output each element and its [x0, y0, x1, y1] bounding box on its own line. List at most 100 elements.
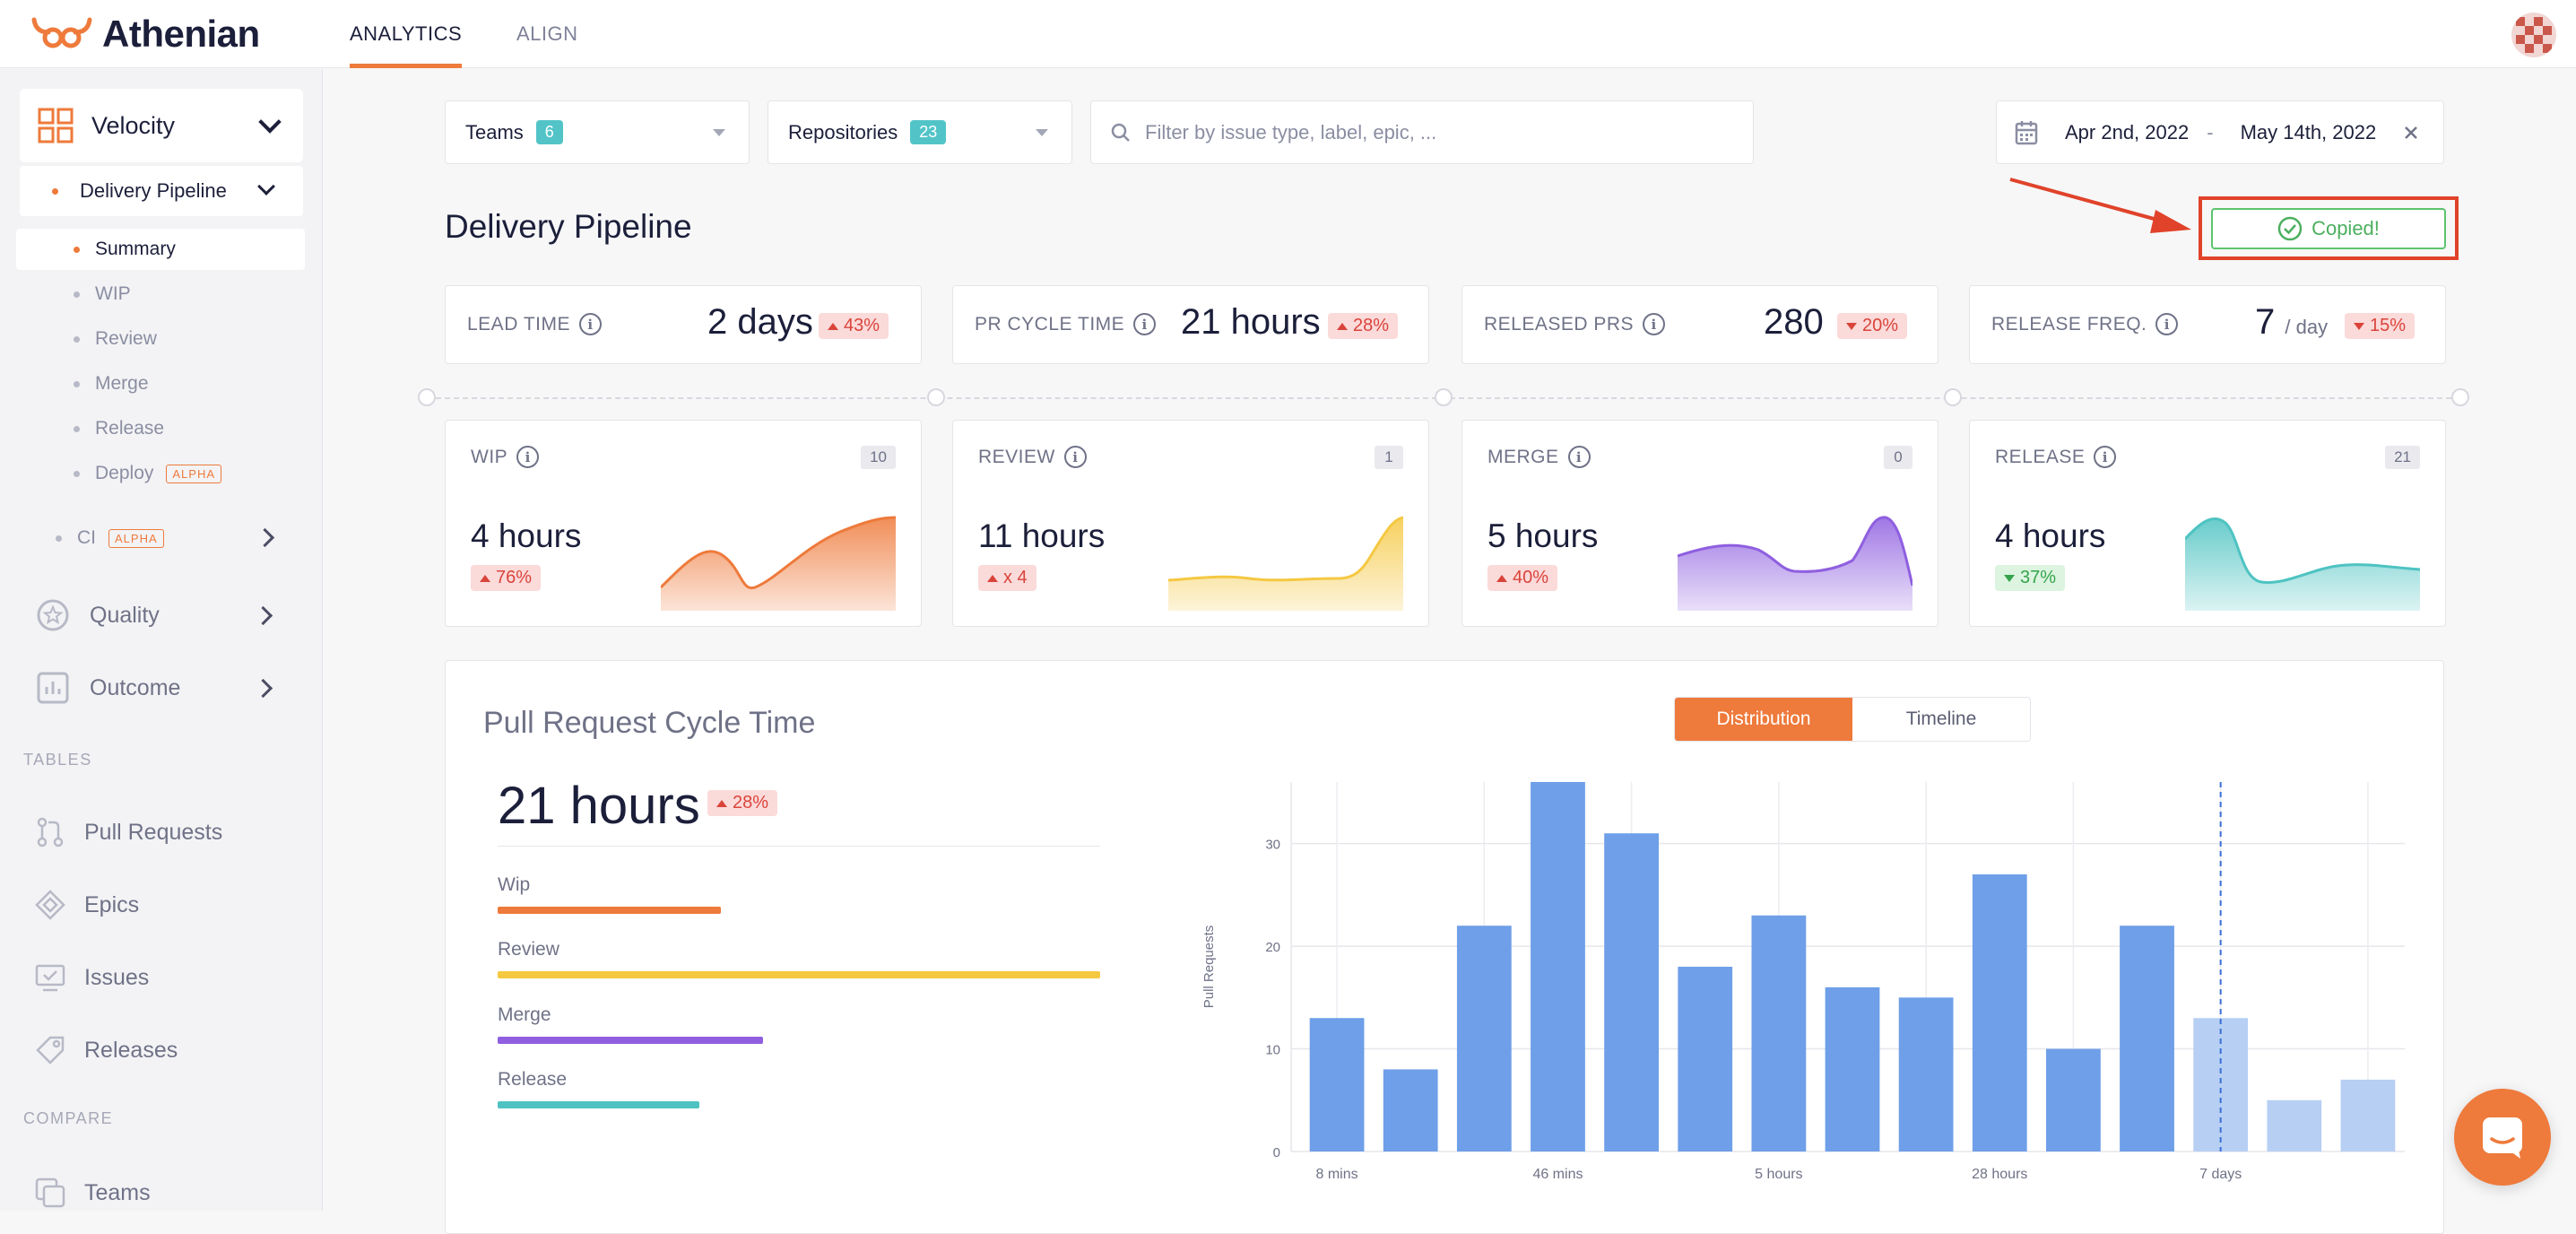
cycle-time-value: 21 hours [498, 777, 700, 835]
chevron-down-icon [258, 110, 282, 134]
repositories-filter-label: Repositories [788, 120, 898, 143]
chart-bar [1383, 1069, 1438, 1151]
sidebar-item-epics[interactable]: Epics [34, 882, 139, 927]
date-from[interactable]: Apr 2nd, 2022 [2065, 120, 2190, 143]
stage-card-review[interactable]: REVIEW i 1 11 hours x 4 [952, 420, 1429, 627]
chevron-right-icon [253, 605, 273, 626]
breakdown-bar [498, 971, 1100, 978]
breakdown-bar [498, 1037, 763, 1044]
sidebar-item-velocity[interactable]: Velocity [20, 89, 303, 162]
sidebar-item-merge[interactable]: Merge [16, 363, 305, 404]
kpi-card-lead-time[interactable]: LEAD TIME i 2 days 43% [445, 285, 922, 364]
pipeline-node [2451, 388, 2469, 406]
y-tick-label: 0 [1273, 1145, 1280, 1160]
arrow-up-icon [1337, 322, 1348, 330]
arrow-down-icon [1846, 322, 1857, 330]
teams-icon [35, 1178, 65, 1208]
panel-title: Pull Request Cycle Time [483, 706, 816, 740]
kpi-card-release-freq[interactable]: RELEASE FREQ. i 7 / day 15% [1969, 285, 2446, 364]
date-to[interactable]: May 14th, 2022 [2240, 120, 2377, 143]
chevron-right-icon [255, 527, 275, 548]
info-icon[interactable]: i [2094, 446, 2117, 468]
badge-star-icon [37, 599, 69, 631]
close-icon[interactable] [2403, 125, 2419, 141]
sidebar-item-label: Delivery Pipeline [80, 179, 227, 202]
chart-bar [2046, 1048, 2101, 1151]
sidebar-item-deploy[interactable]: Deploy ALPHA [16, 453, 305, 494]
sidebar-item-quality[interactable]: Quality [36, 593, 273, 638]
teams-filter[interactable]: Teams 6 [445, 100, 750, 164]
info-icon[interactable]: i [516, 446, 540, 468]
chat-button[interactable] [2454, 1089, 2551, 1186]
sparkline-release [2185, 517, 2420, 611]
bull-logo-icon [31, 17, 92, 48]
kpi-delta-badge: 28% [1328, 313, 1399, 339]
sidebar-item-releases[interactable]: Releases [34, 1028, 178, 1073]
sidebar-item-ci[interactable]: CI ALPHA [0, 517, 289, 559]
chart-bar [2120, 926, 2174, 1151]
info-icon[interactable]: i [2155, 313, 2179, 335]
stage-card-merge[interactable]: MERGE i 0 5 hours 40% [1461, 420, 1939, 627]
kpi-card-pr-cycle-time[interactable]: PR CYCLE TIME i 21 hours 28% [952, 285, 1429, 364]
sidebar-item-label: Releases [84, 1037, 178, 1063]
pull-request-icon [37, 817, 64, 847]
stage-card-wip[interactable]: WIP i 10 4 hours 76% [445, 420, 922, 627]
stage-count-badge: 0 [1884, 446, 1912, 469]
stage-delta-badge: 76% [471, 565, 542, 591]
info-icon[interactable]: i [578, 313, 602, 335]
tab-analytics[interactable]: ANALYTICS [350, 0, 463, 68]
tab-align[interactable]: ALIGN [516, 22, 578, 45]
sidebar-item-release[interactable]: Release [16, 408, 305, 449]
kpi-value: 2 days [707, 302, 813, 343]
info-icon[interactable]: i [1567, 446, 1591, 468]
sidebar-item-issues[interactable]: Issues [34, 955, 149, 1000]
sidebar-item-label: Issues [84, 964, 150, 990]
copied-button[interactable]: Copied! [2211, 208, 2446, 249]
compare-heading: COMPARE [23, 1109, 114, 1127]
bullet-icon [56, 535, 62, 542]
breakdown-bar [498, 1101, 699, 1108]
tag-icon [36, 1036, 65, 1065]
grid-icon [38, 108, 74, 143]
breakdown-bar [498, 907, 721, 914]
stage-name: MERGE [1487, 446, 1559, 467]
toggle-distribution[interactable]: Distribution [1675, 698, 1852, 741]
toggle-timeline[interactable]: Timeline [1852, 698, 2030, 741]
logo[interactable]: Athenian [30, 9, 260, 59]
pipeline-node [927, 388, 945, 406]
sidebar-item-wip[interactable]: WIP [16, 274, 305, 315]
sidebar-item-label: WIP [95, 283, 131, 304]
bullet-icon [74, 336, 80, 343]
kpi-delta-text: 15% [2370, 316, 2407, 335]
date-range-picker[interactable]: Apr 2nd, 2022 - May 14th, 2022 [1996, 100, 2444, 164]
kpi-name: RELEASE FREQ. [1991, 313, 2147, 335]
search-input[interactable]: Filter by issue type, label, epic, ... [1090, 100, 1754, 164]
chart-bar [1531, 782, 1585, 1151]
bullet-icon [74, 471, 80, 477]
info-icon[interactable]: i [1133, 313, 1157, 335]
info-icon[interactable]: i [1063, 446, 1087, 468]
sidebar-item-pull-requests[interactable]: Pull Requests [34, 810, 222, 855]
sidebar: Velocity Delivery Pipeline Summary WIP R… [0, 69, 323, 1211]
kpi-value: 7 / day [2255, 302, 2328, 343]
x-tick-label: 5 hours [1755, 1167, 1802, 1182]
sidebar-item-label: Pull Requests [84, 819, 223, 845]
kpi-value-text: 2 days [707, 302, 813, 342]
stage-card-release[interactable]: RELEASE i 21 4 hours 37% [1969, 420, 2446, 627]
sidebar-item-review[interactable]: Review [16, 318, 305, 360]
x-tick-label: 46 mins [1532, 1167, 1583, 1182]
sidebar-item-delivery-pipeline[interactable]: Delivery Pipeline [20, 166, 303, 216]
arrow-up-icon [480, 574, 490, 582]
sidebar-item-label: Outcome [90, 674, 181, 700]
info-icon[interactable]: i [1643, 313, 1666, 335]
kpi-delta-text: 43% [844, 316, 880, 335]
sidebar-item-outcome[interactable]: Outcome [36, 665, 273, 710]
bullet-icon [74, 247, 80, 253]
avatar[interactable] [2511, 13, 2556, 57]
sidebar-item-teams[interactable]: Teams [34, 1170, 151, 1215]
sidebar-item-summary[interactable]: Summary [16, 229, 305, 270]
repositories-filter[interactable]: Repositories 23 [768, 100, 1072, 164]
kpi-name: RELEASED PRS [1484, 313, 1635, 335]
kpi-card-released-prs[interactable]: RELEASED PRS i 280 20% [1461, 285, 1939, 364]
kpi-delta-badge: 20% [1837, 313, 1908, 339]
